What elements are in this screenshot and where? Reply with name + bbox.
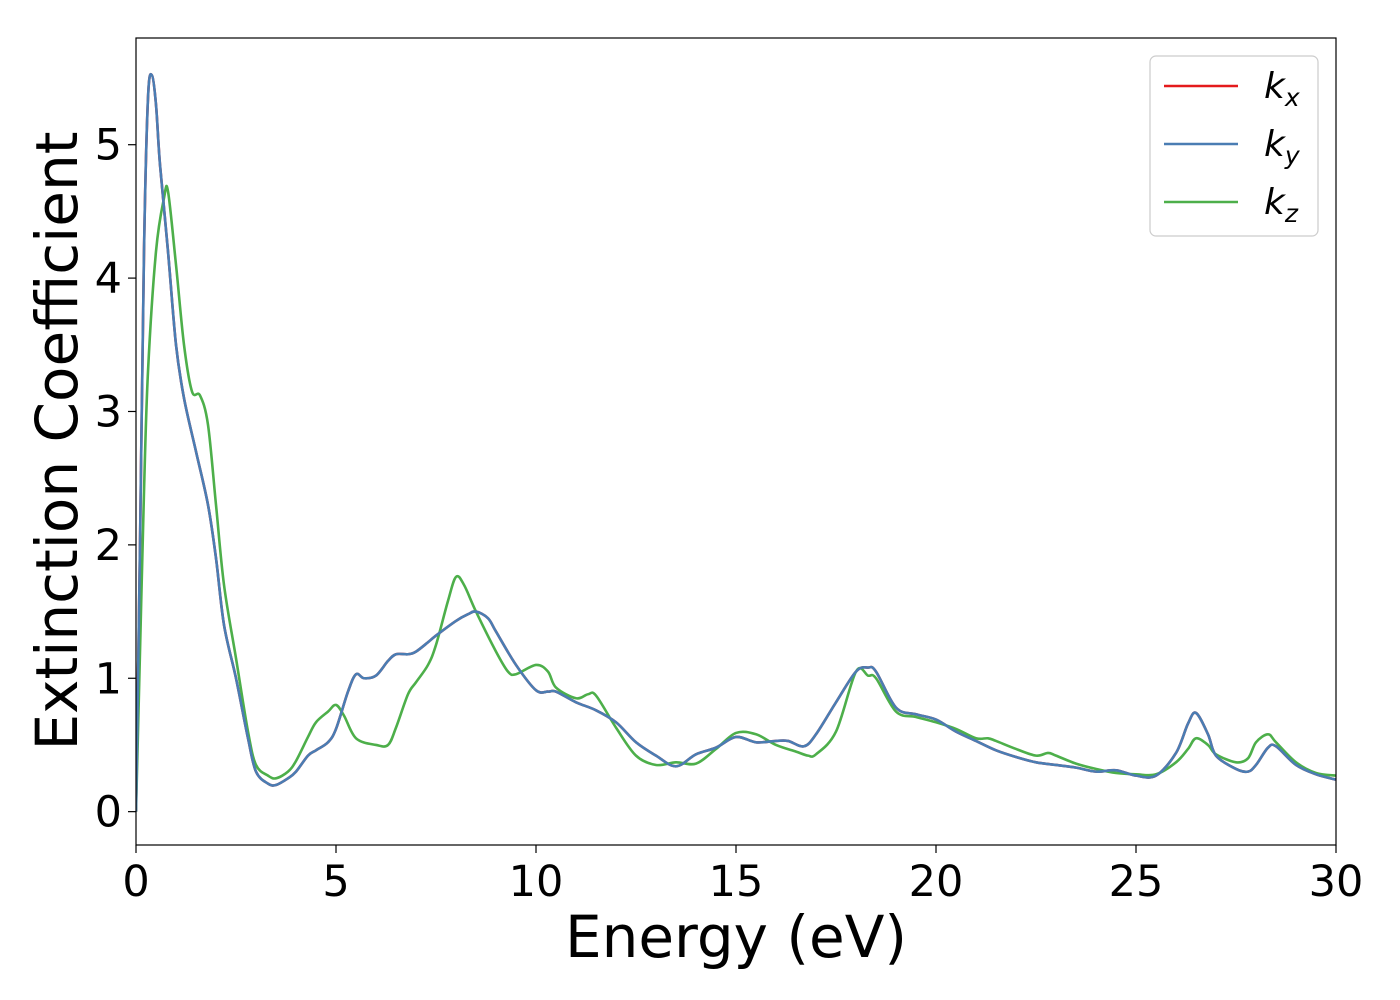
x-tick-label: 10 — [509, 857, 564, 907]
x-tick-label: 20 — [909, 857, 964, 907]
legend-label-x: kx — [1264, 66, 1300, 112]
legend: kx ky kz — [1149, 55, 1319, 237]
y-axis-title: Extinction Coefficient — [23, 132, 91, 751]
legend-label-z: kz — [1264, 182, 1299, 228]
x-tick-label: 5 — [322, 857, 349, 907]
x-tick-label: 25 — [1109, 857, 1164, 907]
series-line-y — [136, 72, 1336, 812]
legend-box — [1149, 55, 1319, 237]
x-tick-label: 30 — [1309, 857, 1364, 907]
x-axis-ticks: 0 5 10 15 20 25 30 — [122, 845, 1363, 907]
x-tick-label: 15 — [709, 857, 764, 907]
x-tick-label: 0 — [122, 857, 149, 907]
y-tick-label: 0 — [95, 788, 122, 838]
y-axis-ticks: 0 1 2 3 4 5 — [95, 121, 136, 838]
y-tick-label: 2 — [95, 521, 122, 571]
y-tick-label: 4 — [95, 254, 122, 304]
x-axis-title: Energy (eV) — [565, 903, 907, 971]
y-tick-label: 5 — [95, 121, 122, 171]
legend-label-y: ky — [1264, 124, 1301, 170]
y-tick-label: 1 — [95, 654, 122, 704]
y-tick-label: 3 — [95, 387, 122, 437]
series-layer — [136, 72, 1336, 812]
